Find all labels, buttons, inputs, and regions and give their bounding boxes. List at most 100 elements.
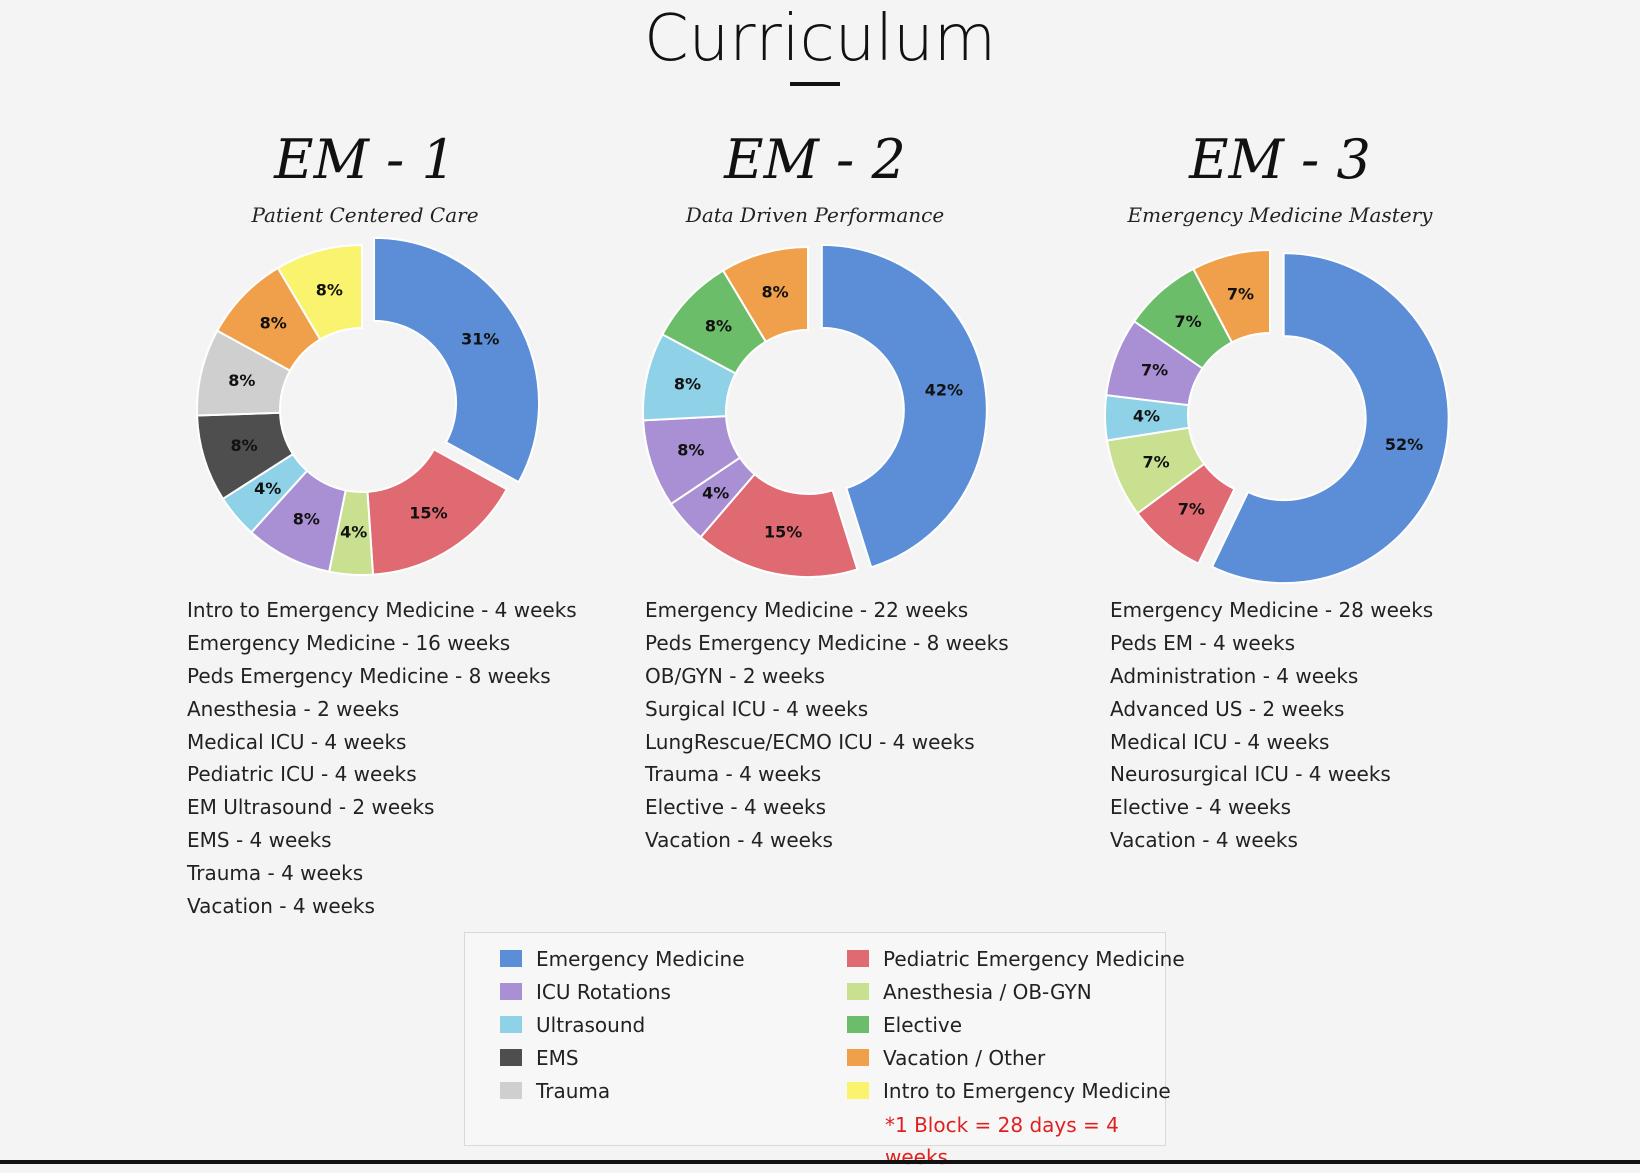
pie-slice-vacation-other <box>721 245 809 344</box>
rotation-item: Pediatric ICU - 4 weeks <box>187 762 417 787</box>
rotation-item: LungRescue/ECMO ICU - 4 weeks <box>645 729 975 754</box>
rotation-item: Anesthesia - 2 weeks <box>187 696 400 721</box>
pie-slice-pediatric-emergency-medicine <box>366 448 509 576</box>
rotation-item: Medical ICU - 4 weeks <box>187 729 407 754</box>
pie-slice-emergency-medicine <box>1210 252 1450 585</box>
rotation-item: Vacation - 4 weeks <box>1110 828 1298 853</box>
slice-label: 7% <box>1143 452 1170 471</box>
rotation-item: Peds Emergency Medicine - 8 weeks <box>645 630 1009 655</box>
legend-swatch <box>500 950 522 967</box>
slice-label: 8% <box>228 371 255 390</box>
year-subtitle: Patient Centered Care <box>251 203 479 227</box>
rotation-item: Elective - 4 weeks <box>645 795 827 820</box>
legend-label: EMS <box>536 1046 579 1070</box>
year-column-em3: EM - 3 Emergency Medicine Mastery <box>1055 120 1505 230</box>
legend-item-elective: Elective <box>847 1009 962 1041</box>
bottom-divider <box>0 1160 1640 1164</box>
legend-note: *1 Block = 28 days = 4 weeks <box>885 1113 1119 1169</box>
legend-swatch <box>847 1049 869 1066</box>
legend-swatch <box>847 983 869 1000</box>
year-title: EM - 1 <box>274 128 456 191</box>
slice-label: 7% <box>1178 500 1205 519</box>
rotation-item: Peds Emergency Medicine - 8 weeks <box>187 663 551 688</box>
year-column-em1: EM - 1 Patient Centered Care <box>150 120 580 230</box>
rotation-item: Emergency Medicine - 22 weeks <box>645 598 969 622</box>
legend-label: Vacation / Other <box>883 1046 1046 1070</box>
rotation-item: Elective - 4 weeks <box>1110 795 1292 820</box>
legend-swatch <box>847 950 869 967</box>
rotation-item: EM Ultrasound - 2 weeks <box>187 795 435 820</box>
legend-item-icu-rotations: ICU Rotations <box>500 976 671 1008</box>
rotation-item: Peds EM - 4 weeks <box>1110 630 1295 655</box>
legend-item-anesthesia-ob-gyn: Anesthesia / OB-GYN <box>847 976 1092 1008</box>
rotation-item: Emergency Medicine - 16 weeks <box>187 630 511 655</box>
legend-swatch <box>500 1082 522 1099</box>
legend-item-ems: EMS <box>500 1042 579 1074</box>
rotation-item: Emergency Medicine - 28 weeks <box>1110 598 1434 622</box>
slice-label: 52% <box>1385 435 1423 454</box>
slice-label: 15% <box>409 504 447 523</box>
legend-item-intro-to-emergency-medicine: Intro to Emergency Medicine <box>847 1075 1171 1107</box>
slice-label: 4% <box>254 479 281 498</box>
slice-label: 8% <box>316 280 343 299</box>
rotation-item: Medical ICU - 4 weeks <box>1110 729 1330 754</box>
legend-item-ultrasound: Ultrasound <box>500 1009 645 1041</box>
legend-item-pediatric-emergency-medicine: Pediatric Emergency Medicine <box>847 943 1185 975</box>
legend-label: Emergency Medicine <box>536 947 745 971</box>
slice-label: 8% <box>677 440 704 459</box>
slice-label: 8% <box>674 375 701 394</box>
rotation-list-em1: Intro to Emergency Medicine - 4 weeks Eme… <box>187 594 577 923</box>
rotation-list-em3: Emergency Medicine - 28 weeks Peds EM - 4… <box>1110 594 1433 857</box>
rotation-item: Advanced US - 2 weeks <box>1110 696 1345 721</box>
slice-label: 7% <box>1227 285 1254 304</box>
pie-slice-emergency-medicine <box>820 243 988 569</box>
slice-label: 8% <box>260 314 287 333</box>
rotation-item: Trauma - 4 weeks <box>187 861 364 886</box>
pie-slice-emergency-medicine <box>373 236 541 484</box>
rotation-item: OB/GYN - 2 weeks <box>645 663 825 688</box>
legend-item-trauma: Trauma <box>500 1075 610 1107</box>
legend-swatch <box>847 1016 869 1033</box>
pie-slice-vacation-other <box>1191 248 1271 344</box>
legend-item-emergency-medicine: Emergency Medicine <box>500 943 745 975</box>
legend-label: Anesthesia / OB-GYN <box>883 980 1092 1004</box>
rotation-item: Trauma - 4 weeks <box>645 762 822 787</box>
legend-label: Trauma <box>536 1079 611 1103</box>
legend-swatch <box>500 983 522 1000</box>
slice-label: 4% <box>1133 407 1160 426</box>
legend-label: Intro to Emergency Medicine <box>883 1079 1171 1103</box>
rotation-item: Intro to Emergency Medicine - 4 weeks <box>187 598 577 622</box>
rotation-item: Vacation - 4 weeks <box>645 828 833 853</box>
slice-label: 8% <box>761 282 788 301</box>
year-subtitle: Emergency Medicine Mastery <box>1127 203 1433 227</box>
slice-label: 8% <box>293 510 320 529</box>
slice-label: 7% <box>1175 312 1202 331</box>
slice-label: 8% <box>230 436 257 455</box>
legend-label: Elective <box>883 1013 963 1037</box>
rotation-item: Surgical ICU - 4 weeks <box>645 696 869 721</box>
title-divider <box>790 82 840 86</box>
legend-swatch <box>500 1049 522 1066</box>
year-title: EM - 3 <box>1189 128 1371 191</box>
year-title: EM - 2 <box>724 128 906 191</box>
rotation-item: Neurosurgical ICU - 4 weeks <box>1110 762 1391 787</box>
legend-label: Pediatric Emergency Medicine <box>883 947 1185 971</box>
pie-slice-intro-to-emergency-medicine <box>276 243 363 341</box>
year-column-em2: EM - 2 Data Driven Performance <box>590 120 1040 230</box>
slice-label: 4% <box>702 484 729 503</box>
legend-label: ICU Rotations <box>536 980 671 1004</box>
page-title: Curriculum <box>643 2 997 76</box>
rotation-list-em2: Emergency Medicine - 22 weeks Peds Emerge… <box>645 594 1009 857</box>
legend-label: Ultrasound <box>536 1013 646 1037</box>
slice-label: 8% <box>705 316 732 335</box>
legend-swatch <box>500 1016 522 1033</box>
rotation-item: EMS - 4 weeks <box>187 828 332 853</box>
slice-label: 31% <box>461 329 499 348</box>
slice-label: 42% <box>925 381 963 400</box>
legend-swatch <box>847 1082 869 1099</box>
legend-item-vacation-other: Vacation / Other <box>847 1042 1045 1074</box>
rotation-item: Administration - 4 weeks <box>1110 663 1359 688</box>
legend: *1 Block = 28 days = 4 weeks Emergency M… <box>464 932 1185 1169</box>
rotation-item: Vacation - 4 weeks <box>187 894 375 919</box>
